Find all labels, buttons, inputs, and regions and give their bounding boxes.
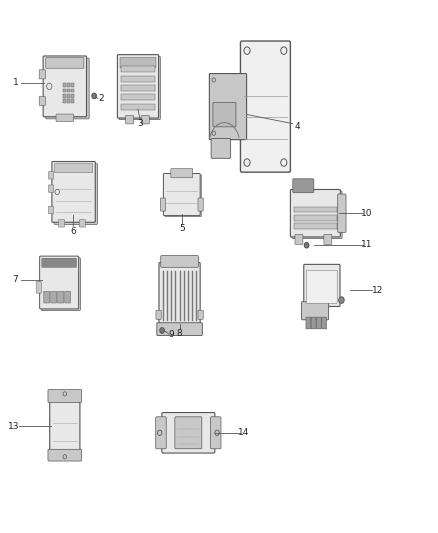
FancyBboxPatch shape bbox=[165, 175, 201, 216]
Bar bbox=[63, 89, 66, 93]
FancyBboxPatch shape bbox=[117, 55, 159, 118]
Bar bbox=[67, 84, 70, 87]
FancyBboxPatch shape bbox=[324, 235, 332, 244]
FancyBboxPatch shape bbox=[65, 291, 71, 303]
FancyBboxPatch shape bbox=[39, 256, 78, 309]
Bar bbox=[121, 85, 155, 91]
FancyBboxPatch shape bbox=[119, 56, 160, 120]
Bar bbox=[63, 94, 66, 98]
FancyBboxPatch shape bbox=[48, 390, 81, 402]
FancyBboxPatch shape bbox=[307, 270, 337, 303]
FancyBboxPatch shape bbox=[48, 449, 81, 461]
FancyBboxPatch shape bbox=[175, 417, 202, 449]
Circle shape bbox=[304, 243, 309, 248]
Bar bbox=[67, 94, 70, 98]
Bar bbox=[63, 84, 66, 87]
FancyBboxPatch shape bbox=[171, 168, 193, 178]
FancyBboxPatch shape bbox=[301, 302, 328, 320]
FancyBboxPatch shape bbox=[39, 96, 46, 106]
FancyBboxPatch shape bbox=[338, 194, 346, 232]
FancyBboxPatch shape bbox=[141, 116, 149, 124]
FancyBboxPatch shape bbox=[51, 291, 57, 303]
FancyBboxPatch shape bbox=[54, 164, 97, 224]
FancyBboxPatch shape bbox=[210, 417, 221, 449]
Bar bbox=[121, 103, 155, 110]
FancyBboxPatch shape bbox=[316, 317, 321, 329]
FancyBboxPatch shape bbox=[46, 58, 84, 68]
FancyBboxPatch shape bbox=[42, 259, 77, 268]
FancyBboxPatch shape bbox=[159, 262, 200, 326]
FancyBboxPatch shape bbox=[49, 185, 54, 192]
FancyBboxPatch shape bbox=[44, 291, 49, 303]
FancyBboxPatch shape bbox=[306, 317, 311, 329]
FancyBboxPatch shape bbox=[79, 220, 85, 227]
FancyBboxPatch shape bbox=[52, 161, 95, 222]
FancyBboxPatch shape bbox=[56, 114, 74, 122]
Text: 9: 9 bbox=[169, 330, 175, 339]
Text: 12: 12 bbox=[372, 286, 383, 295]
FancyBboxPatch shape bbox=[162, 413, 215, 453]
FancyBboxPatch shape bbox=[54, 164, 93, 173]
Text: 2: 2 bbox=[98, 94, 103, 103]
FancyBboxPatch shape bbox=[120, 58, 156, 68]
Bar bbox=[71, 84, 74, 87]
Bar bbox=[294, 215, 337, 221]
FancyBboxPatch shape bbox=[49, 206, 54, 214]
FancyBboxPatch shape bbox=[46, 58, 89, 119]
Circle shape bbox=[160, 328, 164, 333]
FancyBboxPatch shape bbox=[49, 400, 80, 452]
Text: 5: 5 bbox=[179, 224, 185, 232]
FancyBboxPatch shape bbox=[293, 179, 314, 193]
FancyBboxPatch shape bbox=[321, 317, 326, 329]
FancyBboxPatch shape bbox=[160, 198, 166, 211]
FancyBboxPatch shape bbox=[156, 417, 166, 449]
Text: 13: 13 bbox=[8, 422, 20, 431]
Bar bbox=[71, 94, 74, 98]
Text: 1: 1 bbox=[12, 78, 18, 87]
Text: 14: 14 bbox=[238, 429, 250, 437]
FancyBboxPatch shape bbox=[198, 310, 203, 319]
Bar bbox=[63, 100, 66, 103]
FancyBboxPatch shape bbox=[43, 56, 87, 117]
FancyBboxPatch shape bbox=[156, 310, 161, 319]
Text: 6: 6 bbox=[70, 228, 76, 236]
Text: 7: 7 bbox=[12, 276, 18, 284]
Bar bbox=[121, 66, 155, 72]
FancyBboxPatch shape bbox=[290, 190, 340, 237]
FancyBboxPatch shape bbox=[240, 41, 290, 172]
FancyBboxPatch shape bbox=[36, 281, 41, 293]
Bar bbox=[71, 89, 74, 93]
Bar bbox=[121, 76, 155, 82]
FancyBboxPatch shape bbox=[58, 291, 64, 303]
FancyBboxPatch shape bbox=[161, 255, 198, 267]
Text: 11: 11 bbox=[361, 240, 373, 248]
FancyBboxPatch shape bbox=[211, 139, 231, 158]
Text: 4: 4 bbox=[295, 123, 300, 131]
FancyBboxPatch shape bbox=[209, 74, 247, 140]
Bar bbox=[294, 223, 337, 229]
FancyBboxPatch shape bbox=[39, 70, 46, 79]
Bar bbox=[71, 100, 74, 103]
FancyBboxPatch shape bbox=[311, 317, 316, 329]
FancyBboxPatch shape bbox=[163, 174, 200, 215]
FancyBboxPatch shape bbox=[213, 102, 236, 127]
Circle shape bbox=[339, 297, 344, 303]
FancyBboxPatch shape bbox=[157, 322, 202, 336]
Circle shape bbox=[92, 93, 96, 99]
FancyBboxPatch shape bbox=[304, 264, 340, 306]
Bar bbox=[67, 100, 70, 103]
FancyBboxPatch shape bbox=[292, 191, 342, 239]
Text: 8: 8 bbox=[177, 329, 183, 337]
FancyBboxPatch shape bbox=[41, 258, 81, 310]
FancyBboxPatch shape bbox=[59, 220, 65, 227]
Bar bbox=[67, 89, 70, 93]
FancyBboxPatch shape bbox=[198, 198, 203, 211]
Text: 10: 10 bbox=[361, 209, 373, 217]
FancyBboxPatch shape bbox=[295, 235, 303, 244]
FancyBboxPatch shape bbox=[126, 116, 134, 124]
Text: 3: 3 bbox=[137, 119, 143, 128]
Bar bbox=[294, 207, 337, 213]
FancyBboxPatch shape bbox=[49, 172, 54, 179]
Bar bbox=[121, 94, 155, 100]
